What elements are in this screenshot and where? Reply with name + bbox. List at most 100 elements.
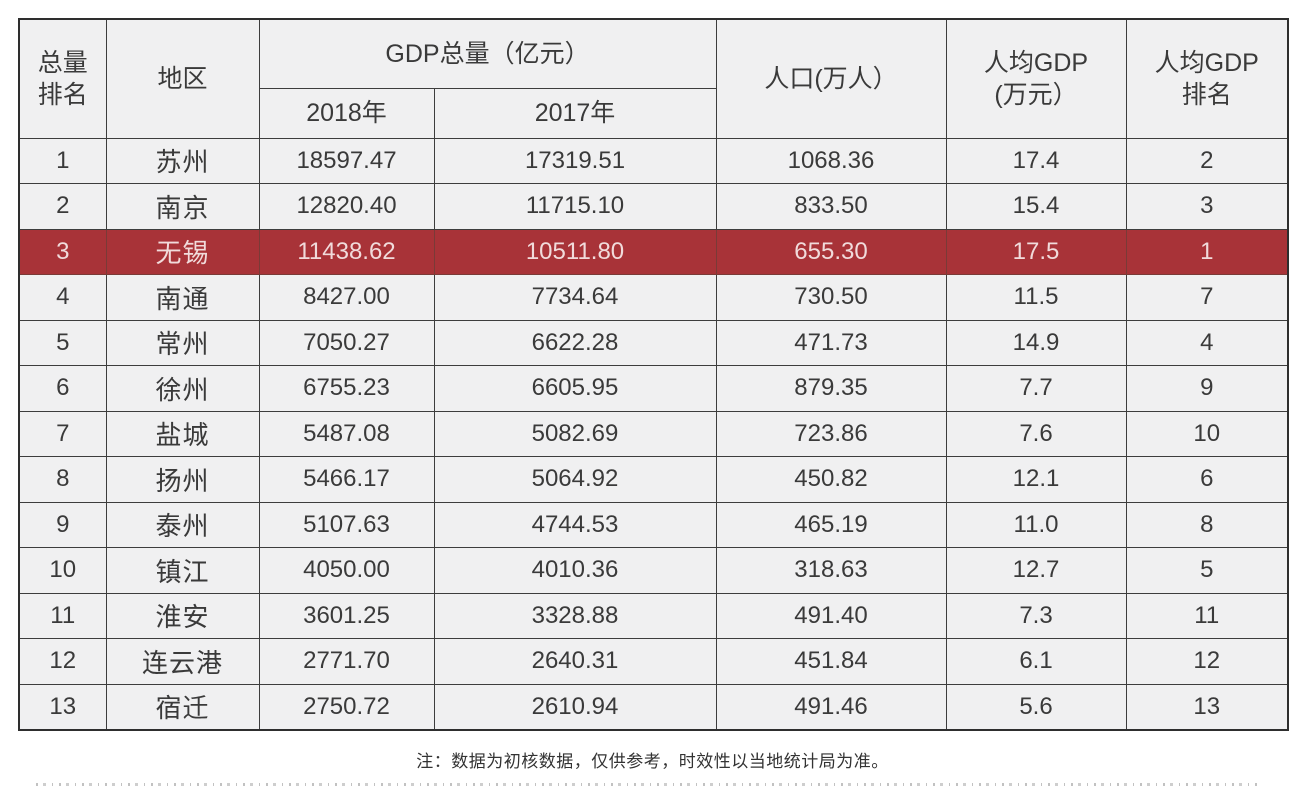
cell-per-capita-rank: 5: [1125, 547, 1289, 594]
cell-per-capita-rank: 2: [1125, 137, 1289, 184]
cell-per-capita-rank: 4: [1125, 319, 1289, 366]
table-row: 9 泰州 5107.63 4744.53 465.19 11.0 8: [18, 501, 1289, 548]
cell-per-capita-gdp: 17.5: [945, 228, 1127, 275]
cell-per-capita-rank: 12: [1125, 638, 1289, 685]
cell-per-capita-rank: 8: [1125, 501, 1289, 548]
cell-per-capita-gdp: 7.6: [945, 410, 1127, 457]
cell-total-rank: 12: [18, 638, 107, 685]
clipped-next-line-artifact: [36, 783, 1260, 786]
cell-region: 无锡: [105, 228, 260, 275]
cell-per-capita-gdp: 7.3: [945, 592, 1127, 639]
table-row: 1 苏州 18597.47 17319.51 1068.36 17.4 2: [18, 137, 1289, 184]
cell-population: 450.82: [715, 456, 947, 503]
cell-region: 淮安: [105, 592, 260, 639]
header-gdp-group: GDP总量（亿元）: [258, 18, 717, 89]
cell-per-capita-rank: 10: [1125, 410, 1289, 457]
cell-per-capita-gdp: 12.7: [945, 547, 1127, 594]
cell-gdp-2017: 5064.92: [433, 456, 717, 503]
cell-gdp-2017: 3328.88: [433, 592, 717, 639]
cell-population: 723.86: [715, 410, 947, 457]
gdp-ranking-table: 总量 排名 地区 GDP总量（亿元） 人口(万人） 人均GDP (万元） 人均G…: [18, 18, 1289, 731]
cell-gdp-2017: 2610.94: [433, 683, 717, 730]
cell-total-rank: 6: [18, 365, 107, 412]
cell-per-capita-rank: 9: [1125, 365, 1289, 412]
cell-region: 扬州: [105, 456, 260, 503]
cell-total-rank: 7: [18, 410, 107, 457]
cell-region: 常州: [105, 319, 260, 366]
cell-gdp-2018: 18597.47: [258, 137, 435, 184]
cell-per-capita-rank: 7: [1125, 274, 1289, 321]
cell-gdp-2017: 4744.53: [433, 501, 717, 548]
cell-gdp-2018: 3601.25: [258, 592, 435, 639]
cell-total-rank: 3: [18, 228, 107, 275]
cell-gdp-2018: 5466.17: [258, 456, 435, 503]
cell-gdp-2018: 2771.70: [258, 638, 435, 685]
cell-population: 833.50: [715, 183, 947, 230]
cell-region: 南京: [105, 183, 260, 230]
cell-per-capita-gdp: 7.7: [945, 365, 1127, 412]
cell-region: 徐州: [105, 365, 260, 412]
table-body: 1 苏州 18597.47 17319.51 1068.36 17.4 2 2 南京 12820.…: [18, 137, 1289, 730]
table-row: 6 徐州 6755.23 6605.95 879.35 7.7 9: [18, 365, 1289, 412]
cell-total-rank: 8: [18, 456, 107, 503]
cell-population: 471.73: [715, 319, 947, 366]
cell-total-rank: 2: [18, 183, 107, 230]
cell-per-capita-rank: 13: [1125, 683, 1289, 730]
cell-population: 1068.36: [715, 137, 947, 184]
cell-per-capita-gdp: 14.9: [945, 319, 1127, 366]
cell-region: 泰州: [105, 501, 260, 548]
cell-total-rank: 11: [18, 592, 107, 639]
cell-per-capita-rank: 6: [1125, 456, 1289, 503]
cell-per-capita-rank: 11: [1125, 592, 1289, 639]
cell-gdp-2017: 2640.31: [433, 638, 717, 685]
cell-gdp-2018: 7050.27: [258, 319, 435, 366]
cell-gdp-2017: 6622.28: [433, 319, 717, 366]
table-row: 3 无锡 11438.62 10511.80 655.30 17.5 1: [18, 228, 1289, 275]
cell-region: 连云港: [105, 638, 260, 685]
cell-gdp-2018: 6755.23: [258, 365, 435, 412]
cell-gdp-2018: 5487.08: [258, 410, 435, 457]
cell-per-capita-gdp: 5.6: [945, 683, 1127, 730]
cell-total-rank: 13: [18, 683, 107, 730]
table-row: 8 扬州 5466.17 5064.92 450.82 12.1 6: [18, 456, 1289, 503]
cell-gdp-2017: 11715.10: [433, 183, 717, 230]
footnote: 注：数据为初核数据，仅供参考，时效性以当地统计局为准。: [416, 752, 889, 771]
cell-population: 451.84: [715, 638, 947, 685]
cell-gdp-2017: 5082.69: [433, 410, 717, 457]
cell-per-capita-rank: 1: [1125, 228, 1289, 275]
cell-population: 655.30: [715, 228, 947, 275]
header-year-2017: 2017年: [433, 87, 717, 139]
cell-gdp-2018: 2750.72: [258, 683, 435, 730]
header-total-rank: 总量 排名: [18, 18, 107, 139]
table-row: 12 连云港 2771.70 2640.31 451.84 6.1 12: [18, 638, 1289, 685]
header-region: 地区: [105, 18, 260, 139]
cell-gdp-2017: 4010.36: [433, 547, 717, 594]
cell-total-rank: 10: [18, 547, 107, 594]
header-per-capita-gdp: 人均GDP (万元）: [945, 18, 1127, 139]
cell-population: 491.40: [715, 592, 947, 639]
cell-region: 镇江: [105, 547, 260, 594]
cell-population: 318.63: [715, 547, 947, 594]
cell-per-capita-gdp: 12.1: [945, 456, 1127, 503]
cell-total-rank: 4: [18, 274, 107, 321]
cell-total-rank: 9: [18, 501, 107, 548]
table-row: 5 常州 7050.27 6622.28 471.73 14.9 4: [18, 319, 1289, 366]
table-row: 4 南通 8427.00 7734.64 730.50 11.5 7: [18, 274, 1289, 321]
cell-gdp-2017: 6605.95: [433, 365, 717, 412]
cell-per-capita-rank: 3: [1125, 183, 1289, 230]
cell-total-rank: 1: [18, 137, 107, 184]
table-row: 13 宿迁 2750.72 2610.94 491.46 5.6 13: [18, 683, 1289, 730]
cell-gdp-2018: 11438.62: [258, 228, 435, 275]
cell-gdp-2018: 8427.00: [258, 274, 435, 321]
table-row: 11 淮安 3601.25 3328.88 491.40 7.3 11: [18, 592, 1289, 639]
header-population: 人口(万人）: [715, 18, 947, 139]
table-row: 7 盐城 5487.08 5082.69 723.86 7.6 10: [18, 410, 1289, 457]
cell-per-capita-gdp: 15.4: [945, 183, 1127, 230]
cell-region: 苏州: [105, 137, 260, 184]
cell-population: 730.50: [715, 274, 947, 321]
cell-population: 879.35: [715, 365, 947, 412]
cell-total-rank: 5: [18, 319, 107, 366]
cell-gdp-2017: 7734.64: [433, 274, 717, 321]
header-year-2018: 2018年: [258, 87, 435, 139]
table-row: 10 镇江 4050.00 4010.36 318.63 12.7 5: [18, 547, 1289, 594]
